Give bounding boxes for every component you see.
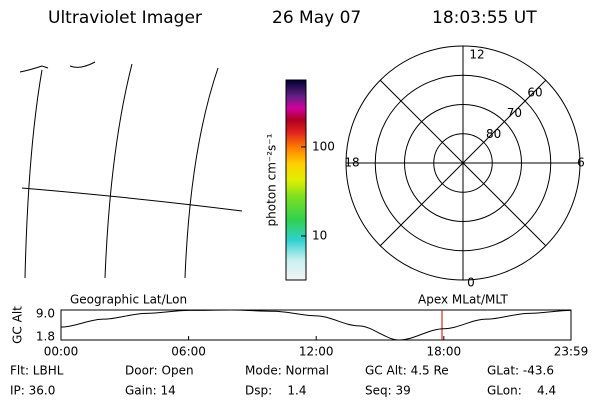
lat-label: 80 [486,127,501,141]
y-tick-label: 1.8 [36,330,55,344]
lat-label: 70 [507,106,522,120]
status-field: Gain: 14 [125,384,176,398]
status-field: Door: Open [125,364,194,378]
status-field: Dsp: 1.4 [245,384,307,398]
status-field: Seq: 39 [365,384,411,398]
status-field: GC Alt: 4.5 Re [365,364,449,378]
time: 18:03:55 UT [432,8,537,28]
status-field: GLon: 4.4 [487,384,556,398]
altitude-line [60,309,572,341]
mlt-label: 0 [467,276,475,290]
lat-ring [404,104,522,222]
status-field: Flt: LBHL [10,364,64,378]
colorbar-tick-label: 10 [312,228,327,242]
y-tick-label: 9.0 [36,307,55,321]
lat-ring [374,74,552,252]
x-tick-label: 12:00 [299,345,334,359]
colorbar [285,79,307,281]
panel-title: Apex MLat/MLT [418,293,508,307]
x-tick-label: 06:00 [171,345,206,359]
date: 26 May 07 [272,8,361,28]
polar-grid [345,45,581,281]
x-tick-label: 18:00 [427,345,462,359]
panel-title: Geographic Lat/Lon [70,293,187,307]
status-field: IP: 36.0 [10,384,55,398]
mlt-label: 18 [344,156,359,170]
status-field: GLat: -43.6 [487,364,554,378]
mlt-label: 6 [577,156,585,170]
mlt-label: 12 [469,48,484,62]
title: Ultraviolet Imager [48,8,202,28]
x-tick-label: 23:59 [554,345,589,359]
y-axis-label: GC Alt [11,306,25,344]
colorbar-label: photon cm⁻²s⁻¹ [265,133,279,226]
status-field: Mode: Normal [245,364,329,378]
colorbar-tick-label: 100 [312,139,335,153]
lat-ring [433,133,493,193]
lat-label: 60 [527,85,542,99]
x-tick-label: 00:00 [44,345,79,359]
map [19,61,243,279]
